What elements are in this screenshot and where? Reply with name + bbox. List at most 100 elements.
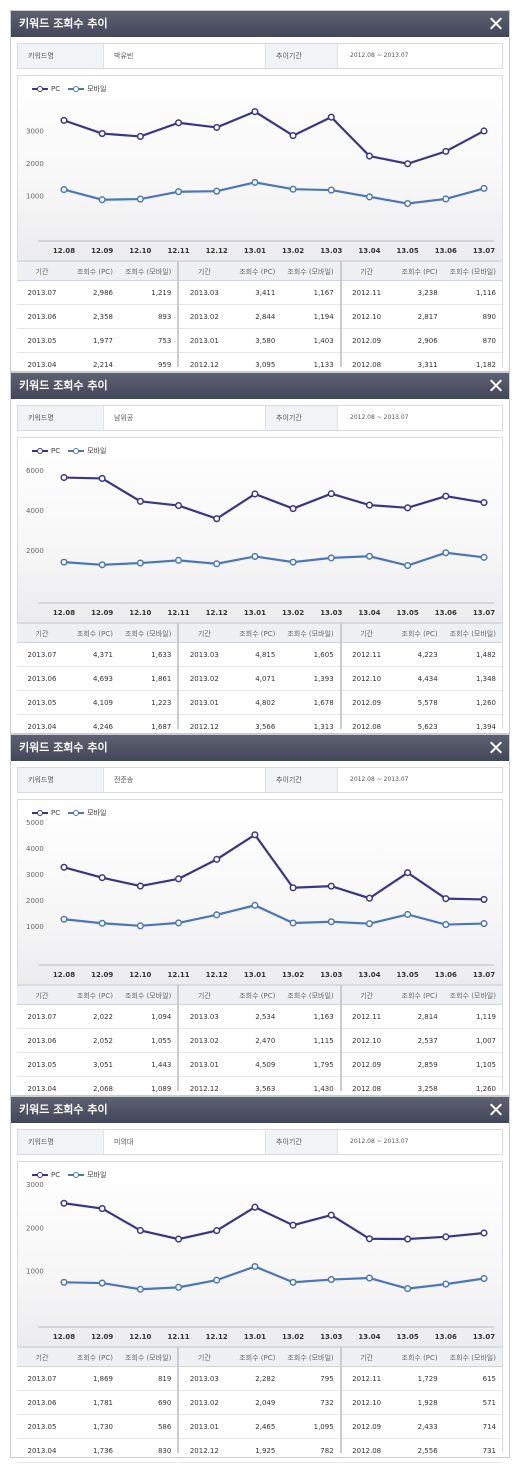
mobile-data-point[interactable] [213,560,221,568]
pc-data-point[interactable] [174,501,183,510]
pc-data-point[interactable] [136,1226,144,1235]
pc-data-point[interactable] [136,497,144,505]
mobile-data-point[interactable] [365,1274,374,1282]
pc-data-point[interactable] [98,130,106,138]
mobile-data-point[interactable] [98,1279,106,1287]
mobile-data-point[interactable] [251,1263,259,1271]
pc-data-point[interactable] [60,473,68,482]
pc-data-point[interactable] [480,127,488,135]
mobile-data-point[interactable] [60,558,68,566]
mobile-data-point[interactable] [289,185,297,193]
pc-data-point[interactable] [251,831,259,839]
mobile-data-point[interactable] [174,556,183,564]
pc-data-point[interactable] [289,1221,297,1229]
pc-data-point[interactable] [404,504,412,512]
mobile-data-point[interactable] [136,922,144,930]
mobile-data-point[interactable] [442,195,450,203]
close-icon[interactable] [488,1102,503,1117]
pc-data-point[interactable] [327,1211,335,1219]
pc-data-point[interactable] [404,1235,412,1243]
mobile-data-point[interactable] [136,195,144,203]
pc-data-point[interactable] [327,490,335,498]
mobile-data-point[interactable] [136,1285,144,1293]
pc-data-point[interactable] [251,1203,259,1211]
mobile-data-point[interactable] [60,1278,68,1286]
pc-data-point[interactable] [327,113,335,121]
pc-data-point[interactable] [289,132,297,140]
pc-data-point[interactable] [136,882,144,890]
pc-data-point[interactable] [60,1199,68,1207]
pc-data-point[interactable] [136,132,144,140]
mobile-data-point[interactable] [480,1274,488,1283]
mobile-data-point[interactable] [442,921,450,929]
mobile-data-point[interactable] [289,919,297,927]
mobile-data-point[interactable] [60,186,68,194]
pc-data-point[interactable] [60,863,68,871]
mobile-data-point[interactable] [213,911,221,919]
mobile-data-point[interactable] [365,552,374,560]
pc-data-point[interactable] [251,490,259,498]
mobile-data-point[interactable] [404,910,412,919]
mobile-data-point[interactable] [480,553,488,561]
pc-data-point[interactable] [289,884,297,892]
mobile-data-point[interactable] [480,920,488,928]
mobile-data-point[interactable] [480,184,488,192]
mobile-data-point[interactable] [98,561,106,569]
pc-data-point[interactable] [174,1235,183,1243]
mobile-data-point[interactable] [327,1276,335,1284]
mobile-data-point[interactable] [404,199,412,208]
pc-data-point[interactable] [365,1235,374,1243]
mobile-data-point[interactable] [365,920,374,928]
pc-data-point[interactable] [289,505,297,513]
pc-data-point[interactable] [365,501,374,509]
pc-data-point[interactable] [442,147,450,155]
pc-data-point[interactable] [213,515,221,523]
mobile-data-point[interactable] [365,193,374,201]
pc-data-point[interactable] [480,499,488,507]
pc-data-point[interactable] [174,119,183,127]
mobile-data-point[interactable] [60,915,68,923]
mobile-data-point[interactable] [289,1278,297,1286]
mobile-data-point[interactable] [251,552,259,560]
close-icon[interactable] [488,740,503,755]
pc-data-point[interactable] [442,492,450,500]
pc-data-point[interactable] [213,123,221,131]
close-icon[interactable] [488,378,503,393]
pc-data-point[interactable] [213,855,221,863]
mobile-data-point[interactable] [327,186,335,194]
mobile-data-point[interactable] [174,188,183,196]
pc-data-point[interactable] [365,152,374,160]
pc-data-point[interactable] [404,160,412,168]
pc-data-point[interactable] [213,1227,221,1235]
mobile-data-point[interactable] [174,919,183,927]
mobile-data-point[interactable] [404,1285,412,1293]
mobile-data-point[interactable] [174,1283,183,1291]
pc-data-point[interactable] [404,869,412,877]
pc-data-point[interactable] [98,474,106,482]
mobile-data-point[interactable] [442,1280,450,1288]
pc-data-point[interactable] [98,874,106,882]
mobile-data-point[interactable] [327,918,335,926]
mobile-data-point[interactable] [327,554,335,562]
mobile-data-point[interactable] [289,558,297,566]
pc-data-point[interactable] [327,882,335,890]
pc-data-point[interactable] [98,1205,106,1213]
pc-data-point[interactable] [365,894,374,902]
mobile-data-point[interactable] [136,559,144,567]
pc-data-point[interactable] [442,895,450,903]
pc-data-point[interactable] [442,1233,450,1241]
mobile-data-point[interactable] [98,196,106,204]
close-icon[interactable] [488,16,503,31]
mobile-data-point[interactable] [98,919,106,927]
pc-data-point[interactable] [60,116,68,124]
mobile-data-point[interactable] [213,187,221,195]
pc-data-point[interactable] [480,895,488,903]
mobile-data-point[interactable] [442,549,450,557]
mobile-data-point[interactable] [251,901,259,909]
pc-data-point[interactable] [174,875,183,883]
mobile-data-point[interactable] [251,178,259,186]
pc-data-point[interactable] [251,108,259,116]
mobile-data-point[interactable] [213,1276,221,1284]
mobile-data-point[interactable] [404,561,412,570]
pc-data-point[interactable] [480,1229,488,1237]
